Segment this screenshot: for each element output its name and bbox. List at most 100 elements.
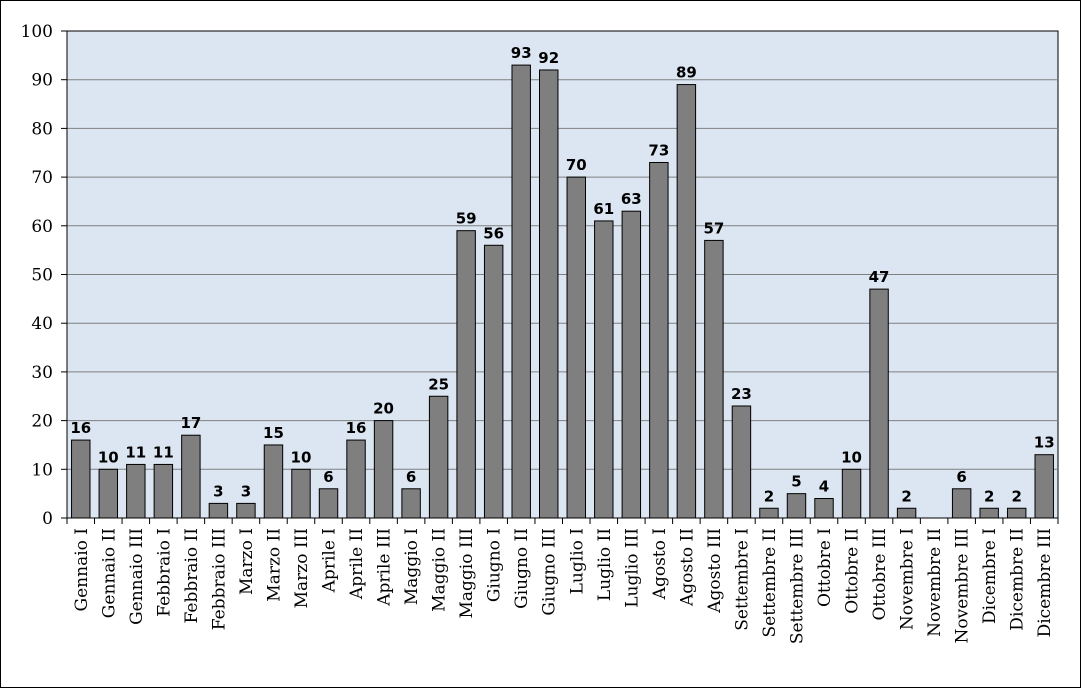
x-category-label: Luglio III — [622, 528, 642, 608]
bar — [979, 507, 999, 519]
bar — [951, 488, 972, 519]
y-tick-label: 20 — [31, 412, 53, 432]
data-label: 11 — [153, 443, 174, 461]
bar — [318, 488, 339, 519]
y-tick-label: 30 — [31, 363, 53, 383]
x-category-label: Febbraio III — [209, 528, 229, 630]
bar — [263, 444, 284, 519]
data-label: 10 — [291, 448, 312, 466]
data-label: 17 — [180, 414, 201, 432]
x-category-label: Marzo III — [292, 528, 312, 608]
bar — [401, 488, 421, 519]
data-label: 6 — [956, 468, 966, 486]
data-label: 59 — [456, 210, 477, 228]
data-label: 89 — [676, 64, 697, 82]
data-label: 2 — [764, 487, 774, 505]
data-label: 16 — [70, 419, 91, 437]
data-label: 70 — [566, 156, 587, 174]
x-category-label: Ottobre I — [815, 528, 835, 607]
x-category-label: Maggio II — [430, 528, 450, 612]
data-label: 2 — [901, 487, 911, 505]
data-label: 47 — [869, 268, 890, 286]
y-axis-tick-labels: 0 10 20 30 40 50 60 70 80 90 100 — [21, 22, 53, 529]
bar — [511, 64, 531, 519]
bar — [1006, 507, 1027, 519]
bars — [71, 64, 1054, 519]
x-category-label: Marzo I — [237, 528, 257, 595]
data-label: 3 — [213, 482, 223, 500]
x-category-label: Dicembre III — [1035, 528, 1055, 637]
bar — [373, 420, 394, 519]
bar — [428, 395, 449, 519]
x-category-label: Luglio I — [567, 528, 587, 594]
x-category-label: Aprile III — [375, 528, 395, 607]
x-category-label: Gennaio I — [72, 528, 92, 611]
y-tick-label: 60 — [31, 217, 53, 237]
data-label: 20 — [373, 400, 394, 418]
data-label: 57 — [703, 219, 724, 237]
x-category-label: Febbraio II — [182, 528, 202, 623]
data-label: 63 — [621, 190, 642, 208]
bar — [1034, 454, 1054, 519]
bar — [786, 493, 807, 519]
data-label: 15 — [263, 424, 284, 442]
x-category-label: Dicembre II — [1008, 528, 1028, 631]
x-category-label: Novembre I — [898, 528, 918, 630]
y-tick-label: 80 — [31, 119, 53, 139]
bar — [98, 468, 119, 519]
bar — [594, 220, 614, 519]
data-label: 2 — [984, 487, 994, 505]
data-label: 13 — [1034, 434, 1055, 452]
x-category-label: Gennaio III — [127, 528, 147, 625]
x-category-label: Novembre III — [953, 528, 973, 644]
x-category-label: Agosto II — [677, 528, 697, 607]
x-category-label: Marzo II — [264, 528, 284, 602]
bar — [181, 434, 201, 519]
data-label: 4 — [819, 478, 829, 496]
data-label: 11 — [125, 443, 146, 461]
bar — [126, 463, 146, 519]
x-category-label: Novembre II — [925, 528, 945, 637]
gridlines — [61, 30, 1058, 519]
x-category-label: Febbraio I — [154, 528, 174, 617]
x-category-label: Ottobre III — [870, 528, 890, 620]
bar — [456, 230, 476, 519]
y-tick-label: 70 — [31, 168, 53, 188]
bar — [208, 502, 229, 519]
y-tick-label: 100 — [21, 22, 53, 42]
bar — [676, 84, 697, 519]
y-tick-label: 50 — [31, 266, 53, 286]
bar — [483, 244, 504, 519]
y-tick-label: 40 — [31, 314, 53, 334]
data-label: 25 — [428, 375, 449, 393]
x-category-label: Maggio III — [457, 528, 477, 619]
bar — [649, 161, 669, 519]
data-label: 6 — [406, 468, 416, 486]
x-category-label: Settembre II — [760, 528, 780, 637]
data-label: 10 — [841, 448, 862, 466]
y-tick-label: 10 — [31, 460, 53, 480]
bar — [539, 69, 559, 519]
x-category-label: Agosto I — [650, 528, 670, 600]
x-category-label: Aprile I — [320, 528, 340, 593]
x-category-label: Maggio I — [402, 528, 422, 605]
data-label: 92 — [538, 49, 559, 67]
data-label: 93 — [511, 44, 532, 62]
data-label: 3 — [241, 482, 251, 500]
data-label: 16 — [346, 419, 367, 437]
x-category-label: Settembre III — [787, 528, 807, 644]
bar — [759, 507, 779, 519]
bar — [236, 502, 256, 519]
bar — [566, 176, 586, 519]
bar — [731, 405, 752, 519]
bar — [71, 439, 91, 519]
bar — [291, 468, 311, 519]
bar — [346, 439, 366, 519]
x-category-label: Settembre I — [732, 528, 752, 631]
bar — [814, 498, 834, 519]
data-label: 6 — [323, 468, 333, 486]
data-label: 73 — [648, 141, 669, 159]
y-tick-label: 90 — [31, 71, 53, 91]
